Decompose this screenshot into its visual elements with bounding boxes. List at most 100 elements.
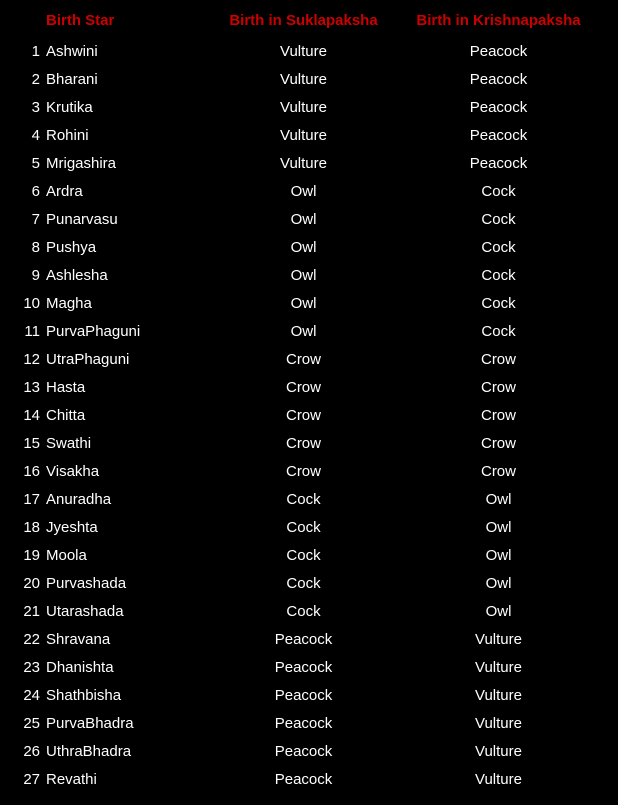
header-birth-star: Birth Star: [12, 12, 206, 29]
birth-star-name: Krutika: [46, 99, 206, 116]
row-number: 6: [12, 183, 46, 200]
row-number: 17: [12, 491, 46, 508]
suklapaksha-value: Cock: [206, 603, 401, 620]
krishnapaksha-value: Owl: [401, 491, 596, 508]
table-row: 5MrigashiraVulturePeacock: [12, 149, 598, 177]
birth-star-name: PurvaBhadra: [46, 715, 206, 732]
row-number: 8: [12, 239, 46, 256]
row-number: 21: [12, 603, 46, 620]
row-number: 3: [12, 99, 46, 116]
krishnapaksha-value: Peacock: [401, 99, 596, 116]
row-number: 14: [12, 407, 46, 424]
table-row: 6ArdraOwlCock: [12, 177, 598, 205]
birth-star-name: Punarvasu: [46, 211, 206, 228]
table-row: 18JyeshtaCockOwl: [12, 513, 598, 541]
table-row: 8PushyaOwlCock: [12, 233, 598, 261]
table-row: 10MaghaOwlCock: [12, 289, 598, 317]
birth-star-name: UthraBhadra: [46, 743, 206, 760]
suklapaksha-value: Peacock: [206, 631, 401, 648]
table-row: 2BharaniVulturePeacock: [12, 65, 598, 93]
suklapaksha-value: Cock: [206, 519, 401, 536]
krishnapaksha-value: Peacock: [401, 155, 596, 172]
krishnapaksha-value: Owl: [401, 547, 596, 564]
suklapaksha-value: Crow: [206, 351, 401, 368]
birth-star-name: Pushya: [46, 239, 206, 256]
row-number: 10: [12, 295, 46, 312]
row-number: 5: [12, 155, 46, 172]
row-number: 1: [12, 43, 46, 60]
birth-star-name: Visakha: [46, 463, 206, 480]
table-header-row: Birth Star Birth in Suklapaksha Birth in…: [12, 8, 598, 37]
birth-star-name: Bharani: [46, 71, 206, 88]
row-number: 16: [12, 463, 46, 480]
table-row: 4RohiniVulturePeacock: [12, 121, 598, 149]
krishnapaksha-value: Crow: [401, 407, 596, 424]
suklapaksha-value: Owl: [206, 295, 401, 312]
krishnapaksha-value: Peacock: [401, 127, 596, 144]
krishnapaksha-value: Owl: [401, 575, 596, 592]
krishnapaksha-value: Cock: [401, 323, 596, 340]
suklapaksha-value: Owl: [206, 183, 401, 200]
table-row: 1AshwiniVulturePeacock: [12, 37, 598, 65]
header-krishnapaksha: Birth in Krishnapaksha: [401, 12, 596, 29]
krishnapaksha-value: Vulture: [401, 659, 596, 676]
krishnapaksha-value: Owl: [401, 519, 596, 536]
table-row: 25PurvaBhadraPeacockVulture: [12, 709, 598, 737]
birth-star-name: Ardra: [46, 183, 206, 200]
birth-star-name: Shathbisha: [46, 687, 206, 704]
table-row: 9AshleshaOwlCock: [12, 261, 598, 289]
krishnapaksha-value: Cock: [401, 267, 596, 284]
suklapaksha-value: Vulture: [206, 155, 401, 172]
suklapaksha-value: Vulture: [206, 99, 401, 116]
krishnapaksha-value: Vulture: [401, 631, 596, 648]
krishnapaksha-value: Vulture: [401, 743, 596, 760]
krishnapaksha-value: Peacock: [401, 43, 596, 60]
birth-star-name: Hasta: [46, 379, 206, 396]
birth-star-name: Rohini: [46, 127, 206, 144]
table-row: 21UtarashadaCockOwl: [12, 597, 598, 625]
table-row: 17AnuradhaCockOwl: [12, 485, 598, 513]
krishnapaksha-value: Cock: [401, 295, 596, 312]
row-number: 25: [12, 715, 46, 732]
suklapaksha-value: Crow: [206, 379, 401, 396]
krishnapaksha-value: Crow: [401, 435, 596, 452]
birth-star-name: Jyeshta: [46, 519, 206, 536]
suklapaksha-value: Vulture: [206, 43, 401, 60]
suklapaksha-value: Owl: [206, 323, 401, 340]
suklapaksha-value: Cock: [206, 547, 401, 564]
krishnapaksha-value: Cock: [401, 239, 596, 256]
row-number: 2: [12, 71, 46, 88]
header-suklapaksha: Birth in Suklapaksha: [206, 12, 401, 29]
krishnapaksha-value: Crow: [401, 379, 596, 396]
suklapaksha-value: Peacock: [206, 659, 401, 676]
suklapaksha-value: Cock: [206, 575, 401, 592]
suklapaksha-value: Crow: [206, 463, 401, 480]
row-number: 12: [12, 351, 46, 368]
table-row: 24ShathbishaPeacockVulture: [12, 681, 598, 709]
row-number: 4: [12, 127, 46, 144]
table-row: 15SwathiCrowCrow: [12, 429, 598, 457]
table-row: 20PurvashadaCockOwl: [12, 569, 598, 597]
krishnapaksha-value: Crow: [401, 463, 596, 480]
krishnapaksha-value: Vulture: [401, 715, 596, 732]
birth-star-name: Ashlesha: [46, 267, 206, 284]
table-row: 27RevathiPeacockVulture: [12, 765, 598, 793]
row-number: 13: [12, 379, 46, 396]
birth-star-name: Chitta: [46, 407, 206, 424]
table-row: 3KrutikaVulturePeacock: [12, 93, 598, 121]
row-number: 11: [12, 323, 46, 340]
row-number: 23: [12, 659, 46, 676]
table-row: 19MoolaCockOwl: [12, 541, 598, 569]
row-number: 15: [12, 435, 46, 452]
row-number: 20: [12, 575, 46, 592]
birth-star-name: Ashwini: [46, 43, 206, 60]
table-row: 14ChittaCrowCrow: [12, 401, 598, 429]
suklapaksha-value: Cock: [206, 491, 401, 508]
table-row: 16VisakhaCrowCrow: [12, 457, 598, 485]
table-row: 23DhanishtaPeacockVulture: [12, 653, 598, 681]
birth-star-name: Swathi: [46, 435, 206, 452]
row-number: 7: [12, 211, 46, 228]
suklapaksha-value: Peacock: [206, 687, 401, 704]
suklapaksha-value: Owl: [206, 267, 401, 284]
suklapaksha-value: Vulture: [206, 127, 401, 144]
